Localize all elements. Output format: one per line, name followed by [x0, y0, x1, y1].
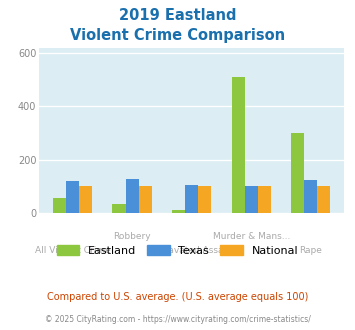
Bar	[317, 186, 331, 213]
Bar	[258, 186, 271, 213]
Bar	[291, 133, 304, 213]
Bar	[245, 186, 258, 213]
Bar	[172, 210, 185, 213]
Text: Compared to U.S. average. (U.S. average equals 100): Compared to U.S. average. (U.S. average …	[47, 292, 308, 302]
Bar	[198, 186, 211, 213]
Text: Violent Crime Comparison: Violent Crime Comparison	[70, 28, 285, 43]
Bar	[126, 179, 139, 213]
Text: Rape: Rape	[299, 246, 322, 255]
Text: Robbery: Robbery	[113, 232, 151, 241]
Bar	[53, 198, 66, 213]
Text: Aggravated Assault: Aggravated Assault	[147, 246, 236, 255]
Bar	[139, 186, 152, 213]
Text: © 2025 CityRating.com - https://www.cityrating.com/crime-statistics/: © 2025 CityRating.com - https://www.city…	[45, 315, 310, 324]
Text: 2019 Eastland: 2019 Eastland	[119, 8, 236, 23]
Bar	[113, 204, 126, 213]
Bar	[304, 181, 317, 213]
Bar	[66, 182, 79, 213]
Legend: Eastland, Texas, National: Eastland, Texas, National	[53, 240, 302, 260]
Text: All Violent Crime: All Violent Crime	[35, 246, 110, 255]
Bar	[79, 186, 92, 213]
Text: Murder & Mans...: Murder & Mans...	[213, 232, 290, 241]
Bar	[185, 185, 198, 213]
Bar	[231, 77, 245, 213]
